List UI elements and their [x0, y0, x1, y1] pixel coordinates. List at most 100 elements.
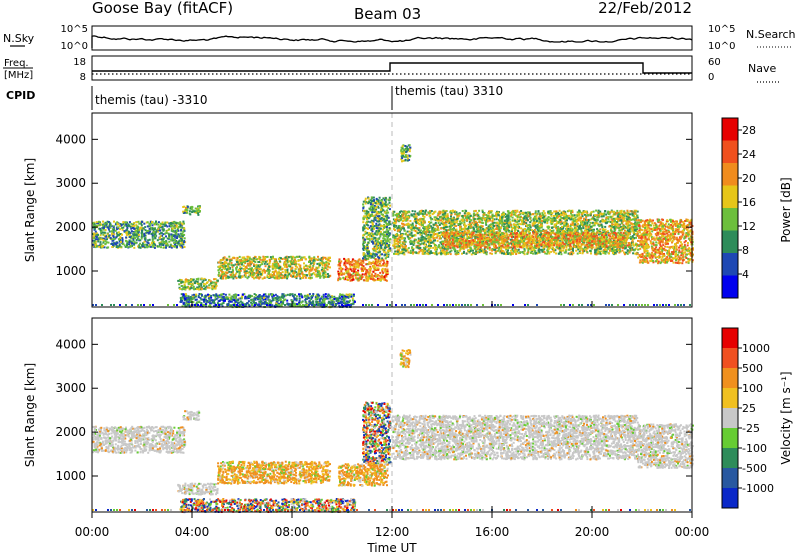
- range-cell: [258, 305, 261, 308]
- range-cell: [227, 298, 229, 301]
- range-cell: [255, 263, 258, 266]
- range-cell: [259, 258, 262, 261]
- range-cell: [153, 243, 156, 245]
- range-cell: [274, 270, 277, 273]
- range-cell: [316, 258, 319, 261]
- range-cell: [331, 299, 334, 302]
- range-cell: [362, 245, 365, 247]
- range-cell: [316, 300, 319, 303]
- range-cell: [271, 262, 274, 265]
- range-cell: [248, 259, 251, 262]
- range-cell: [292, 270, 295, 273]
- range-cell: [179, 222, 182, 225]
- range-cell: [219, 303, 222, 306]
- range-cell: [292, 300, 295, 303]
- range-cell: [351, 278, 354, 281]
- range-cell: [176, 237, 178, 239]
- range-cell: [369, 209, 372, 212]
- range-cell: [293, 298, 296, 301]
- range-cell: [246, 272, 249, 274]
- range-cell: [125, 240, 128, 243]
- range-cell: [295, 273, 298, 276]
- range-cell: [210, 281, 213, 284]
- range-cell: [192, 287, 195, 290]
- range-cell: [97, 222, 100, 225]
- range-cell: [142, 233, 145, 236]
- range-cell: [228, 255, 231, 258]
- range-cell: [263, 296, 266, 299]
- range-cell: [97, 240, 100, 243]
- range-cell: [189, 287, 192, 290]
- range-cell: [221, 273, 224, 276]
- range-cell: [273, 263, 276, 266]
- range-cell: [117, 223, 119, 226]
- range-cell: [182, 293, 185, 296]
- range-cell: [203, 298, 206, 301]
- range-cell: [370, 196, 373, 199]
- range-cell: [270, 273, 273, 276]
- range-cell: [297, 271, 300, 274]
- range-cell: [147, 229, 150, 232]
- range-cell: [223, 256, 226, 259]
- range-cell: [294, 265, 297, 268]
- range-cell: [148, 238, 151, 241]
- range-cell: [94, 240, 97, 243]
- range-cell: [383, 261, 386, 264]
- range-cell: [153, 233, 156, 236]
- range-cell: [243, 256, 246, 259]
- range-cell: [132, 238, 135, 241]
- range-cell: [237, 263, 240, 266]
- range-cell: [363, 224, 366, 227]
- range-cell: [396, 252, 399, 255]
- range-cell: [216, 279, 219, 282]
- range-cell: [111, 232, 113, 235]
- range-cell: [221, 268, 223, 271]
- range-cell: [287, 264, 290, 267]
- range-cell: [193, 293, 195, 296]
- range-cell: [223, 298, 226, 301]
- range-cell: [375, 197, 378, 200]
- range-cell: [197, 212, 200, 215]
- range-cell: [347, 258, 350, 261]
- range-cell: [283, 261, 286, 264]
- range-cell: [379, 217, 382, 220]
- range-cell: [327, 263, 330, 266]
- range-cell: [298, 274, 301, 277]
- range-cell: [239, 275, 242, 278]
- range-cell: [112, 231, 115, 234]
- range-cell: [191, 294, 194, 297]
- range-cell: [231, 272, 234, 275]
- range-cell: [303, 265, 306, 268]
- range-cell: [213, 294, 216, 297]
- range-cell: [324, 267, 327, 270]
- range-cell: [133, 246, 136, 249]
- range-cell: [384, 247, 387, 249]
- range-cell: [324, 256, 327, 259]
- range-cell: [342, 296, 345, 299]
- cpid-label: CPID: [6, 89, 35, 102]
- range-cell: [200, 277, 203, 280]
- range-cell: [195, 293, 198, 296]
- range-cell: [251, 272, 254, 275]
- range-cell: [327, 275, 329, 278]
- range-cell: [186, 304, 189, 306]
- range-cell: [178, 225, 181, 228]
- range-cell: [180, 241, 183, 244]
- range-cell: [372, 270, 375, 273]
- range-cell: [241, 256, 244, 259]
- range-cell: [155, 220, 157, 223]
- range-cell: [380, 206, 383, 209]
- range-cell: [263, 262, 266, 265]
- range-cell: [106, 220, 109, 223]
- range-cell: [376, 259, 379, 262]
- range-cell: [382, 209, 385, 212]
- range-cell: [346, 275, 349, 278]
- range-cell: [152, 238, 155, 241]
- range-cell: [286, 271, 289, 274]
- range-cell: [141, 227, 144, 230]
- range-cell: [141, 234, 144, 237]
- range-cell: [385, 275, 388, 278]
- range-cell: [312, 294, 315, 297]
- range-cell: [223, 264, 226, 266]
- range-cell: [372, 266, 375, 269]
